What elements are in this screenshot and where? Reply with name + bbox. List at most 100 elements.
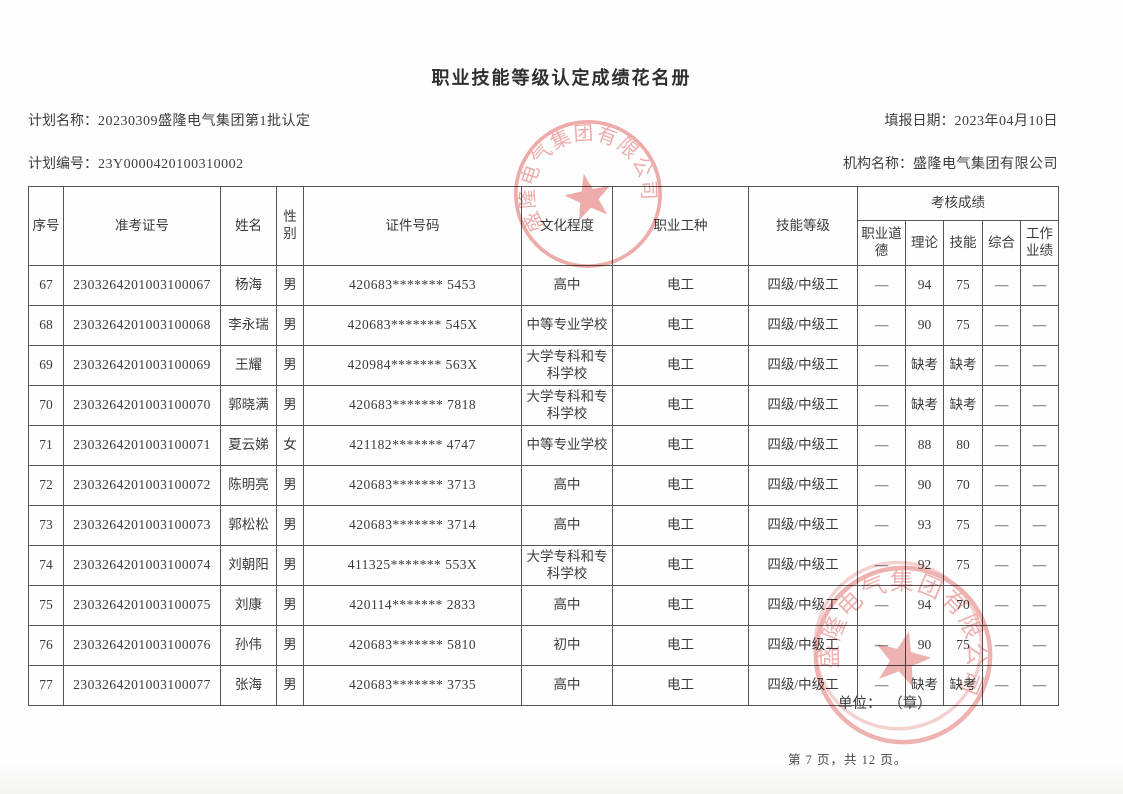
cell-skill: 75 xyxy=(943,625,983,666)
page-title: 职业技能等级认定成绩花名册 xyxy=(431,68,692,88)
cell-id-no: 420984******* 563X xyxy=(303,345,522,386)
org-name-label: 机构名称： xyxy=(843,157,913,172)
cell-gender: 男 xyxy=(276,505,304,546)
cell-name: 杨海 xyxy=(220,265,277,306)
cell-ethics: — xyxy=(857,625,906,666)
cell-education: 中等专业学校 xyxy=(521,425,613,466)
cell-skill: 80 xyxy=(943,425,983,466)
cell-level: 四级/中级工 xyxy=(748,385,858,426)
cell-level: 四级/中级工 xyxy=(748,625,858,666)
cell-level: 四级/中级工 xyxy=(748,305,858,346)
cell-work: — xyxy=(1019,425,1060,466)
cell-ticket-no: 2303264201003100069 xyxy=(63,345,221,386)
cell-id-no: 420683******* 3713 xyxy=(303,465,522,506)
cell-occupation: 电工 xyxy=(612,305,749,346)
plan-no-label: 计划编号： xyxy=(28,157,98,172)
cell-ticket-no: 2303264201003100076 xyxy=(63,625,221,666)
cell-id-no: 420683******* 5810 xyxy=(303,625,522,666)
cell-work: — xyxy=(1019,545,1060,586)
cell-id-no: 420683******* 3714 xyxy=(303,505,522,546)
cell-work: — xyxy=(1019,345,1060,386)
cell-occupation: 电工 xyxy=(612,425,749,466)
cell-education: 高中 xyxy=(521,585,613,626)
cell-name: 郭松松 xyxy=(220,505,277,546)
cell-skill: 75 xyxy=(943,265,983,306)
cell-gender: 男 xyxy=(276,345,304,386)
cell-occupation: 电工 xyxy=(612,545,749,586)
cell-ethics: — xyxy=(857,345,906,386)
cell-ethics: — xyxy=(857,505,906,546)
cell-level: 四级/中级工 xyxy=(748,585,858,626)
cell-ticket-no: 2303264201003100073 xyxy=(63,505,221,546)
cell-theory: 93 xyxy=(905,505,944,546)
cell-work: — xyxy=(1019,305,1060,346)
cell-id-no: 420683******* 3735 xyxy=(303,665,522,706)
cell-gender: 男 xyxy=(276,265,304,306)
unit-label: 单位： xyxy=(838,696,882,712)
cell-ticket-no: 2303264201003100077 xyxy=(63,665,221,706)
cell-ethics: — xyxy=(857,465,906,506)
cell-education: 高中 xyxy=(521,465,613,506)
cell-occupation: 电工 xyxy=(612,585,749,626)
cell-comprehensive: — xyxy=(982,425,1021,466)
cell-comprehensive: — xyxy=(982,385,1021,426)
cell-comprehensive: — xyxy=(982,465,1021,506)
cell-gender: 男 xyxy=(276,305,304,346)
cell-seq: 69 xyxy=(28,345,64,386)
plan-name-value: 20230309盛隆电气集团第1批认定 xyxy=(98,114,311,129)
results-table-body: 67 2303264201003100067 杨海男 420683******* 54… xyxy=(28,265,1060,706)
meta-row-2: 计划编号：23Y0000420100310002 机构名称：盛隆电气集团有限公司 xyxy=(28,153,1058,173)
cell-seq: 75 xyxy=(28,585,64,626)
cell-theory: 90 xyxy=(905,465,944,506)
cell-id-no: 421182******* 4747 xyxy=(303,425,522,466)
plan-no-value: 23Y0000420100310002 xyxy=(98,157,244,172)
cell-seq: 76 xyxy=(28,625,64,666)
cell-gender: 男 xyxy=(276,465,304,506)
col-header-name: 姓名 xyxy=(220,186,277,266)
col-header-score-group: 考核成绩 xyxy=(856,186,1060,221)
cell-seq: 72 xyxy=(28,465,64,506)
cell-occupation: 电工 xyxy=(612,465,749,506)
cell-education: 初中 xyxy=(521,625,613,666)
col-header-ethics: 职业道德 xyxy=(857,220,906,266)
cell-gender: 女 xyxy=(276,425,304,466)
cell-work: — xyxy=(1019,385,1060,426)
cell-education: 大学专科和专科学校 xyxy=(521,385,613,426)
cell-ticket-no: 2303264201003100072 xyxy=(63,465,221,506)
cell-seq: 77 xyxy=(28,665,64,706)
cell-name: 郭晓满 xyxy=(220,385,277,426)
report-date-label: 填报日期： xyxy=(884,114,955,129)
cell-ethics: — xyxy=(857,585,906,626)
cell-id-no: 420683******* 7818 xyxy=(303,385,522,426)
cell-occupation: 电工 xyxy=(612,625,749,666)
cell-work: — xyxy=(1019,625,1060,666)
cell-skill: 缺考 xyxy=(943,665,983,706)
cell-name: 刘朝阳 xyxy=(220,545,277,586)
cell-education: 高中 xyxy=(521,665,613,706)
cell-education: 高中 xyxy=(521,505,613,546)
col-header-seq: 序号 xyxy=(28,186,64,266)
cell-comprehensive: — xyxy=(982,505,1021,546)
cell-gender: 男 xyxy=(276,545,304,586)
cell-theory: 94 xyxy=(905,265,944,306)
cell-skill: 70 xyxy=(943,585,983,626)
cell-ethics: — xyxy=(857,425,906,466)
col-header-skill: 技能 xyxy=(943,220,983,266)
col-header-occupation: 职业工种 xyxy=(612,186,749,266)
table-row: 72 2303264201003100072 陈明亮男 420683******* 3… xyxy=(28,465,1060,506)
cell-theory: 90 xyxy=(905,625,944,666)
report-date-value: 2023年04月10日 xyxy=(954,114,1058,129)
cell-name: 王耀 xyxy=(220,345,277,386)
cell-level: 四级/中级工 xyxy=(748,425,858,466)
cell-name: 张海 xyxy=(220,665,277,706)
cell-level: 四级/中级工 xyxy=(748,265,858,306)
cell-id-no: 420683******* 545X xyxy=(303,305,522,346)
col-header-work: 工作业绩 xyxy=(1019,220,1060,266)
cell-gender: 男 xyxy=(276,625,304,666)
table-row: 71 2303264201003100071 夏云娣女 421182******* 4… xyxy=(28,425,1060,466)
cell-ticket-no: 2303264201003100071 xyxy=(63,425,221,466)
table-row: 67 2303264201003100067 杨海男 420683******* 54… xyxy=(28,265,1060,306)
cell-ethics: — xyxy=(857,385,906,426)
cell-level: 四级/中级工 xyxy=(748,345,858,386)
